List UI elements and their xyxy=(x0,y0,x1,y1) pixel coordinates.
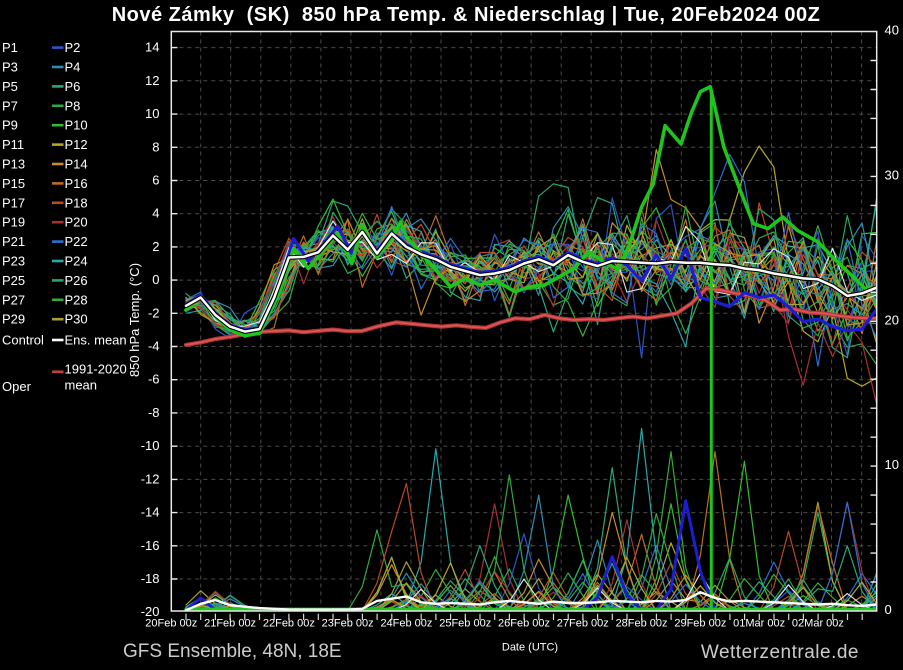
svg-text:4: 4 xyxy=(152,206,159,221)
svg-text:8: 8 xyxy=(152,139,159,154)
svg-text:10: 10 xyxy=(885,457,899,472)
svg-text:P4: P4 xyxy=(65,60,81,75)
svg-text:P17: P17 xyxy=(2,195,25,210)
svg-text:-20: -20 xyxy=(141,604,160,619)
svg-text:P20: P20 xyxy=(65,215,88,230)
svg-text:P24: P24 xyxy=(65,254,88,269)
svg-text:Date (UTC): Date (UTC) xyxy=(502,642,558,654)
svg-text:P6: P6 xyxy=(65,79,81,94)
svg-text:P3: P3 xyxy=(2,60,18,75)
svg-text:P19: P19 xyxy=(2,215,25,230)
svg-text:P9: P9 xyxy=(2,118,18,133)
svg-text:22Feb 00z: 22Feb 00z xyxy=(263,618,315,630)
svg-text:P12: P12 xyxy=(65,137,88,152)
svg-text:P7: P7 xyxy=(2,98,18,113)
svg-text:40: 40 xyxy=(885,23,899,38)
svg-text:-18: -18 xyxy=(141,571,160,586)
svg-text:24Feb 00z: 24Feb 00z xyxy=(380,618,432,630)
svg-text:mean: mean xyxy=(65,377,98,392)
svg-text:6: 6 xyxy=(152,172,159,187)
svg-text:27Feb 00z: 27Feb 00z xyxy=(557,618,609,630)
svg-text:29Feb 00z: 29Feb 00z xyxy=(674,618,726,630)
svg-text:P11: P11 xyxy=(2,137,24,152)
svg-text:23Feb 00z: 23Feb 00z xyxy=(322,618,374,630)
svg-text:10: 10 xyxy=(145,106,159,121)
svg-text:P2: P2 xyxy=(65,40,81,55)
svg-text:-10: -10 xyxy=(141,438,160,453)
svg-text:P1: P1 xyxy=(2,40,18,55)
svg-text:12: 12 xyxy=(145,73,159,88)
svg-text:Oper: Oper xyxy=(2,379,32,394)
svg-text:25Feb 00z: 25Feb 00z xyxy=(439,618,491,630)
svg-text:P16: P16 xyxy=(65,176,88,191)
svg-text:850 hPa Temp. (°C): 850 hPa Temp. (°C) xyxy=(127,263,142,377)
svg-text:Ens. mean: Ens. mean xyxy=(65,333,127,348)
svg-text:P28: P28 xyxy=(65,292,88,307)
svg-text:P30: P30 xyxy=(65,312,88,327)
svg-text:2: 2 xyxy=(152,239,159,254)
svg-text:20: 20 xyxy=(885,312,899,327)
svg-text:Control: Control xyxy=(2,333,44,348)
svg-text:P26: P26 xyxy=(65,273,88,288)
svg-text:0: 0 xyxy=(152,272,159,287)
svg-text:P5: P5 xyxy=(2,79,18,94)
svg-text:26Feb 00z: 26Feb 00z xyxy=(498,618,550,630)
svg-text:1991-2020: 1991-2020 xyxy=(65,362,127,377)
svg-text:P22: P22 xyxy=(65,234,88,249)
svg-text:-4: -4 xyxy=(148,339,160,354)
svg-text:-2: -2 xyxy=(148,305,160,320)
svg-text:GFS Ensemble, 48N, 18E: GFS Ensemble, 48N, 18E xyxy=(123,641,342,662)
svg-text:P8: P8 xyxy=(65,98,81,113)
svg-text:P23: P23 xyxy=(2,254,25,269)
svg-text:P29: P29 xyxy=(2,312,25,327)
svg-text:02Mar 00z: 02Mar 00z xyxy=(792,618,844,630)
svg-text:0: 0 xyxy=(885,602,892,617)
svg-text:P21: P21 xyxy=(2,234,25,249)
svg-text:P15: P15 xyxy=(2,176,25,191)
svg-text:P13: P13 xyxy=(2,157,25,172)
svg-text:P10: P10 xyxy=(65,118,88,133)
svg-text:20Feb 00z: 20Feb 00z xyxy=(145,618,197,630)
svg-text:P25: P25 xyxy=(2,273,25,288)
svg-text:-6: -6 xyxy=(148,372,160,387)
svg-text:P27: P27 xyxy=(2,292,25,307)
svg-text:Wetterzentrale.de: Wetterzentrale.de xyxy=(701,642,859,663)
svg-text:Nové Zámky (SK) 850 hPa Temp: Nové Zámky (SK) 850 hPa Temp. & Niedersc… xyxy=(112,4,821,26)
svg-text:01Mar 00z: 01Mar 00z xyxy=(733,618,785,630)
svg-text:P14: P14 xyxy=(65,157,88,172)
svg-text:21Feb 00z: 21Feb 00z xyxy=(204,618,256,630)
svg-text:14: 14 xyxy=(145,40,159,55)
svg-text:28Feb 00z: 28Feb 00z xyxy=(616,618,668,630)
svg-text:P18: P18 xyxy=(65,195,88,210)
svg-text:30: 30 xyxy=(885,167,899,182)
svg-text:-16: -16 xyxy=(141,538,160,553)
svg-text:-12: -12 xyxy=(141,471,160,486)
svg-text:-14: -14 xyxy=(141,505,160,520)
svg-text:-8: -8 xyxy=(148,405,160,420)
